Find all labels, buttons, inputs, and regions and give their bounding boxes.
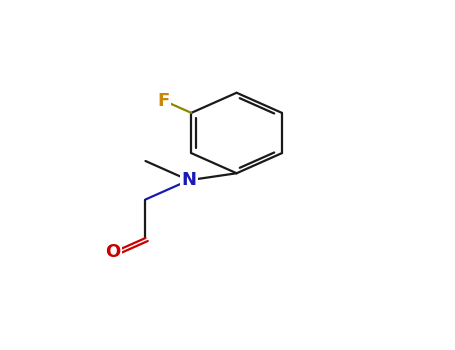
Text: O: O	[106, 244, 121, 261]
Text: N: N	[182, 171, 196, 189]
Text: F: F	[157, 92, 170, 110]
